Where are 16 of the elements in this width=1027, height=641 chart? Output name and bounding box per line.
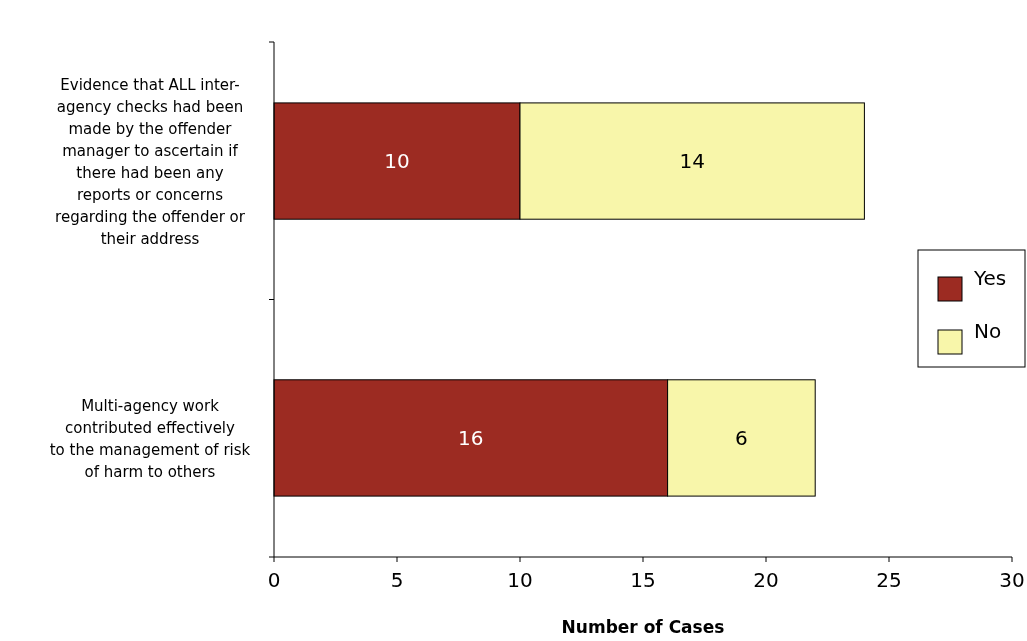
- x-tick-label: 0: [267, 568, 281, 592]
- x-tick-label: 20: [753, 568, 779, 592]
- legend-label: No: [974, 319, 1002, 343]
- x-axis-title: Number of Cases: [561, 617, 725, 637]
- x-tick-label: 15: [630, 568, 656, 592]
- data-label: 6: [735, 425, 748, 450]
- data-label: 10: [384, 149, 410, 174]
- legend-label: Yes: [973, 266, 1007, 290]
- data-label: 16: [458, 425, 484, 450]
- y-tick-label: Evidence that ALL inter-agency checks had been made by the offender manager to ascertain if there had been any reports or concerns regarding the offender or their address: [55, 76, 246, 249]
- x-tick-label: 10: [507, 568, 533, 592]
- x-tick-label: 5: [390, 568, 404, 592]
- data-label: 14: [679, 149, 705, 174]
- x-tick-label: 25: [876, 568, 902, 592]
- x-tick-label: 30: [999, 568, 1025, 592]
- y-tick-label: Multi-agency work contributed effectively to the management of risk of harm to others: [49, 396, 251, 481]
